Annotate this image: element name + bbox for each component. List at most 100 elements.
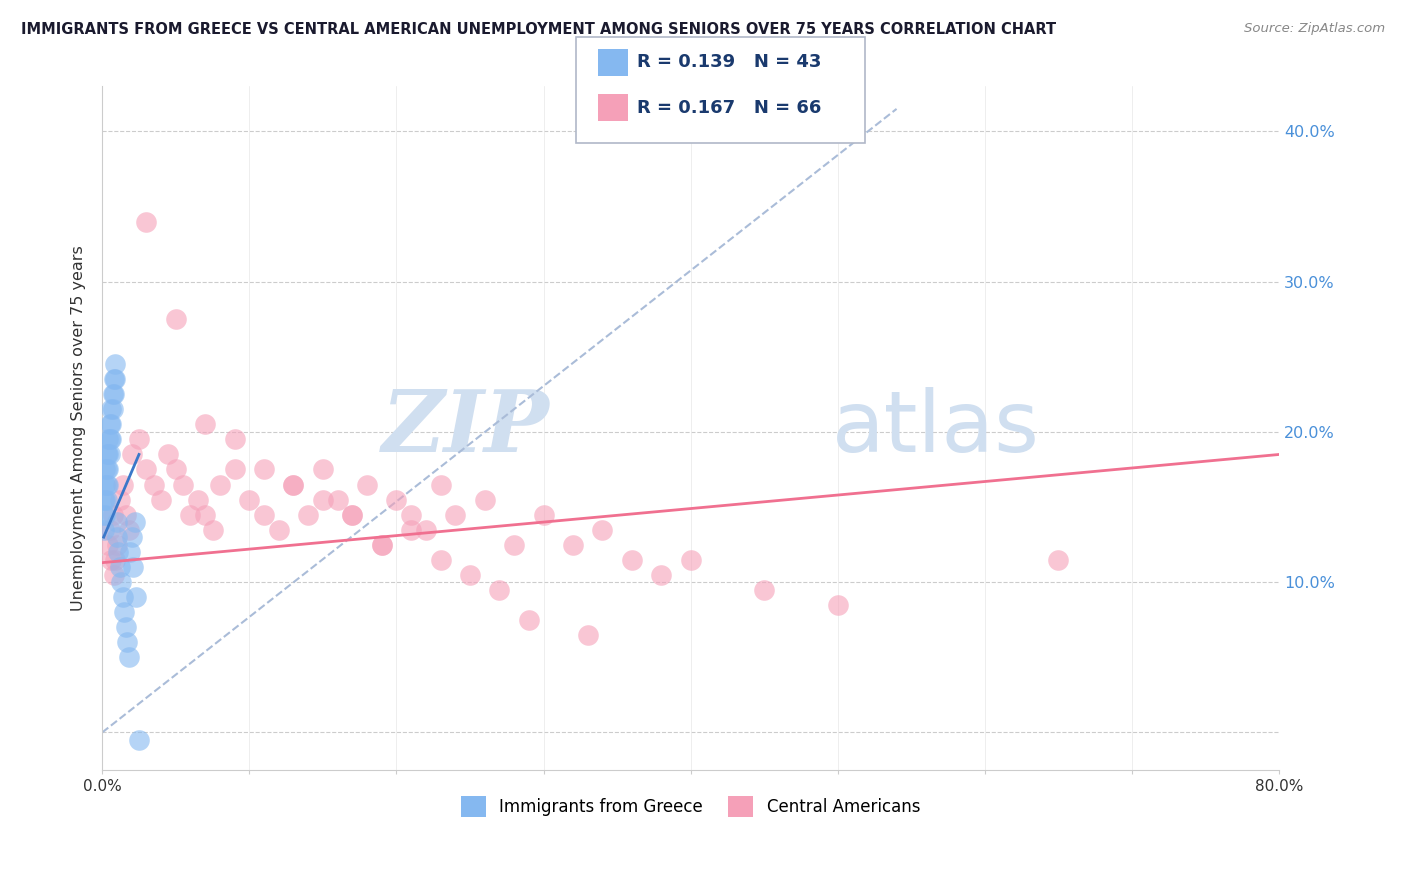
Text: atlas: atlas (832, 386, 1040, 470)
Point (576, 628, 599, 642)
Point (101, 402, 124, 417)
Point (94, 492, 117, 507)
Legend: Immigrants from Greece, Central Americans: Immigrants from Greece, Central American… (454, 789, 927, 823)
Point (517, 613, 540, 627)
Point (312, 492, 335, 507)
Point (165, 312, 187, 326)
Point (115, 635, 138, 649)
Point (187, 492, 209, 507)
Point (96, 477, 118, 491)
Point (97, 462, 120, 476)
Point (112, 605, 135, 619)
Point (114, 620, 136, 634)
Point (121, 447, 143, 461)
Point (312, 462, 335, 476)
Text: R = 0.167   N = 66: R = 0.167 N = 66 (637, 98, 821, 117)
Point (253, 508, 276, 522)
Point (97, 433, 120, 447)
Point (157, 447, 180, 461)
Point (399, 508, 422, 522)
Point (97, 538, 120, 552)
Point (104, 552, 127, 566)
Point (342, 508, 364, 522)
Point (194, 508, 217, 522)
Point (385, 492, 408, 507)
Point (94, 508, 117, 522)
Point (650, 567, 672, 582)
Point (488, 582, 510, 597)
Point (101, 508, 124, 522)
Point (98, 447, 121, 461)
Point (121, 530, 143, 544)
Point (94, 462, 117, 476)
Point (283, 477, 305, 491)
Point (108, 560, 131, 574)
Point (224, 462, 246, 476)
Point (827, 598, 849, 612)
Point (267, 523, 290, 537)
Point (104, 372, 127, 386)
Point (97, 447, 120, 461)
Point (283, 477, 305, 491)
Point (754, 582, 776, 597)
Point (429, 552, 451, 566)
Point (297, 508, 319, 522)
Point (194, 417, 217, 432)
Point (111, 477, 134, 491)
Point (96, 492, 118, 507)
Point (97, 477, 120, 491)
Point (125, 591, 148, 605)
Point (591, 523, 613, 537)
Point (620, 552, 643, 566)
Point (128, 433, 150, 447)
Point (100, 552, 122, 566)
Point (370, 538, 392, 552)
Point (135, 462, 157, 476)
Point (201, 523, 224, 537)
Point (1047, 552, 1070, 566)
Point (253, 462, 276, 476)
Point (561, 538, 583, 552)
Point (105, 538, 128, 552)
Point (93, 508, 115, 522)
Point (165, 462, 187, 476)
Point (356, 477, 378, 491)
Point (98, 433, 121, 447)
Point (103, 567, 125, 582)
Point (142, 477, 165, 491)
Point (107, 545, 129, 559)
Point (128, 733, 150, 747)
Point (100, 402, 122, 417)
Point (98, 523, 121, 537)
Text: Source: ZipAtlas.com: Source: ZipAtlas.com (1244, 22, 1385, 36)
Point (208, 477, 231, 491)
Point (399, 523, 422, 537)
Point (474, 492, 496, 507)
Point (370, 538, 392, 552)
Point (103, 372, 125, 386)
Point (100, 417, 122, 432)
Point (108, 492, 131, 507)
Point (118, 650, 141, 665)
Point (122, 560, 145, 574)
Point (172, 477, 194, 491)
Point (533, 508, 555, 522)
Point (96, 447, 118, 461)
Point (238, 492, 260, 507)
Point (444, 508, 467, 522)
Text: IMMIGRANTS FROM GREECE VS CENTRAL AMERICAN UNEMPLOYMENT AMONG SENIORS OVER 75 YE: IMMIGRANTS FROM GREECE VS CENTRAL AMERIC… (21, 22, 1056, 37)
Text: R = 0.139   N = 43: R = 0.139 N = 43 (637, 54, 821, 71)
Point (98, 417, 121, 432)
Point (135, 214, 157, 228)
Point (224, 433, 246, 447)
Point (101, 387, 124, 401)
Point (503, 538, 526, 552)
Point (96, 462, 118, 476)
Point (103, 387, 125, 401)
Point (94, 477, 117, 491)
Point (118, 523, 141, 537)
Point (458, 567, 481, 582)
Point (104, 357, 127, 371)
Text: ZIP: ZIP (381, 386, 550, 470)
Point (342, 508, 364, 522)
